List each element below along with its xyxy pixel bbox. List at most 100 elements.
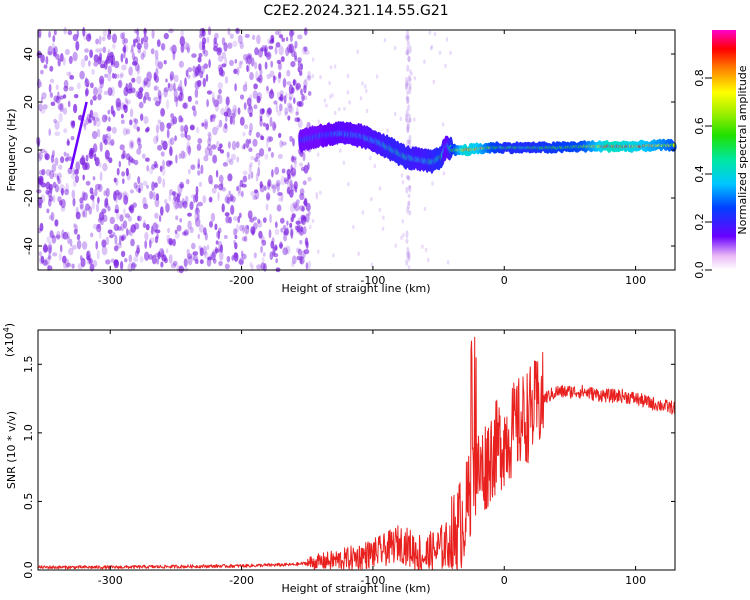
colorbar-gradient — [712, 30, 736, 270]
spectrogram-noise-cell — [144, 231, 149, 241]
spectrogram-noise-cell — [72, 197, 76, 207]
spectrogram-noise-cell — [96, 202, 99, 213]
spectrogram-noise-cell — [262, 217, 267, 224]
spectrogram-noise-cell — [282, 224, 287, 231]
spectrogram-noise-cell — [224, 212, 230, 217]
spectrogram-noise-cell — [116, 167, 120, 176]
spectrogram-noise-cell — [136, 42, 142, 50]
spectrogram-noise-cell — [292, 79, 296, 86]
spectrogram-streak-cell — [406, 46, 410, 52]
spectrogram-noise-cell — [131, 263, 137, 268]
spectrogram-noise-cell — [133, 159, 139, 166]
spectrogram-noise-cell — [123, 38, 128, 44]
spectrogram-noise-cell — [131, 77, 136, 83]
spectrogram-noise-cell — [277, 62, 283, 71]
spectrogram-noise-cell — [131, 44, 134, 53]
spectrogram-noise-cell — [180, 29, 184, 38]
spectrogram-noise-cell — [259, 115, 263, 122]
spectrogram-noise-cell — [206, 36, 210, 44]
spectrogram-noise-cell — [303, 249, 310, 255]
spectrogram-noise-cell — [273, 76, 277, 81]
spectrogram-noise-cell — [214, 223, 218, 231]
spectrogram-noise-cell — [88, 60, 91, 67]
spectrogram-noise-cell — [407, 201, 411, 206]
spectrogram-noise-cell — [57, 103, 63, 111]
spectrogram-noise-cell — [234, 234, 238, 240]
spectrogram-noise-cell — [138, 188, 141, 194]
spectrogram-noise-cell — [268, 45, 274, 50]
spectrogram-noise-cell — [90, 232, 94, 238]
spectrogram-noise-cell — [293, 51, 297, 60]
spectrogram-noise-cell — [332, 253, 335, 258]
spectrogram-noise-cell — [38, 28, 42, 39]
spectrogram-noise-cell — [155, 57, 159, 67]
spectrogram-noise-cell — [245, 56, 248, 65]
spectrogram-noise-cell — [393, 45, 397, 51]
spectrogram-noise-cell — [227, 173, 233, 182]
spectrogram-noise-cell — [47, 45, 53, 56]
spectrogram-noise-cell — [85, 117, 90, 125]
spectrogram-noise-cell — [287, 181, 292, 188]
spectrogram-noise-cell — [42, 244, 48, 253]
spectrogram-noise-cell — [206, 99, 210, 108]
spectrogram-streak-cell — [408, 118, 412, 123]
spectrogram-noise-cell — [290, 261, 295, 268]
spectrogram-noise-cell — [176, 193, 181, 203]
spectrogram-noise-cell — [325, 103, 328, 108]
spectrogram-noise-cell — [123, 44, 129, 53]
spectrogram-noise-cell — [204, 121, 208, 130]
spectrogram-noise-cell — [98, 35, 102, 45]
spectrogram-noise-cell — [276, 91, 281, 99]
spectrogram-noise-cell — [274, 166, 280, 175]
spectrogram-noise-cell — [107, 206, 111, 212]
spectrogram-noise-cell — [232, 104, 237, 114]
spectrogram-noise-cell — [177, 183, 183, 194]
spectrogram-noise-cell — [106, 126, 112, 132]
spectrogram-noise-cell — [433, 31, 437, 37]
spectrogram-noise-cell — [303, 46, 308, 52]
spectrogram-noise-cell — [71, 189, 76, 199]
spectrogram-noise-cell — [47, 265, 53, 271]
spectrogram-noise-cell — [40, 69, 44, 75]
spectrogram-noise-cell — [267, 38, 272, 45]
spectrogram-noise-cell — [229, 195, 233, 203]
spectrogram-noise-cell — [195, 185, 199, 195]
spectrogram-noise-cell — [202, 245, 207, 256]
spectrogram-streak-cell — [406, 96, 410, 104]
spectrogram-noise-cell — [221, 187, 226, 192]
spectrogram-noise-cell — [381, 226, 385, 231]
spectrogram-noise-cell — [60, 244, 63, 253]
spectrogram-noise-cell — [169, 146, 173, 157]
spectrogram-noise-cell — [62, 255, 67, 264]
spectrogram-noise-cell — [135, 36, 141, 44]
spectrogram-noise-cell — [156, 39, 161, 47]
y-tick-label: 0.5 — [22, 493, 35, 511]
spectrogram-noise-cell — [175, 97, 178, 108]
spectrogram-noise-cell — [93, 54, 99, 63]
spectrogram-noise-cell — [175, 215, 179, 221]
spectrogram-noise-cell — [54, 157, 59, 166]
snr-plot-area — [38, 330, 675, 570]
spectrogram-noise-cell — [40, 255, 45, 264]
spectrogram-noise-cell — [121, 64, 127, 71]
spectrogram-noise-cell — [278, 132, 282, 138]
spectrogram-noise-cell — [293, 157, 297, 164]
spectrogram-noise-cell — [182, 200, 188, 209]
spectrogram-noise-cell — [305, 262, 309, 270]
spectrogram-noise-cell — [221, 203, 225, 213]
spectrogram-noise-cell — [246, 225, 250, 230]
spectrogram-noise-cell — [124, 192, 129, 201]
spectrogram-noise-cell — [166, 122, 172, 129]
spectrogram-noise-cell — [105, 236, 110, 246]
spectrogram-noise-cell — [220, 69, 225, 77]
spectrogram-noise-cell — [323, 98, 327, 103]
spectrogram-noise-cell — [216, 140, 220, 148]
spectrogram-streak-cell — [406, 139, 410, 145]
spectrogram-noise-cell — [299, 162, 303, 167]
spectrogram-noise-cell — [80, 257, 86, 268]
spectrogram-noise-cell — [162, 140, 168, 151]
spectrogram-noise-cell — [230, 204, 235, 215]
spectrogram-noise-cell — [291, 172, 296, 178]
spectrogram-noise-cell — [124, 97, 128, 103]
spectrogram-noise-cell — [136, 75, 142, 85]
